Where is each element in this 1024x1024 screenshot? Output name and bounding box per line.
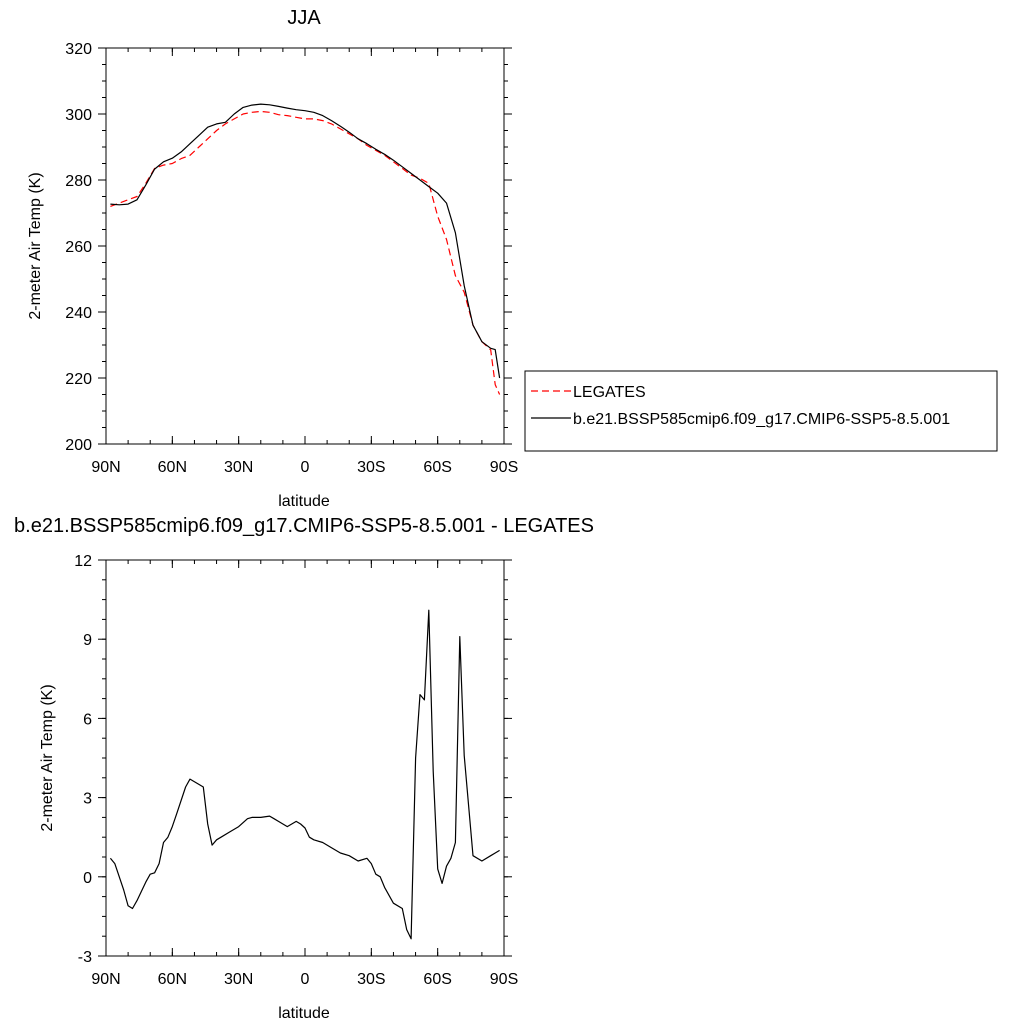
plot-frame xyxy=(105,559,505,957)
y-tick-label: 12 xyxy=(74,553,92,570)
x-tick-label: 0 xyxy=(301,971,310,988)
x-tick-label: 30N xyxy=(224,971,253,988)
x-tick-label: 30N xyxy=(224,459,253,476)
panel-top: JJA 90N 60N 30N 0 30S 60S 90S 200 220 240 260 280 30… xyxy=(27,7,518,510)
x-tick-label: 60N xyxy=(158,971,187,988)
y-tick-label: 320 xyxy=(65,41,92,58)
series-line-b-e21-bssp585cmip6-f09-g17-cmip6-ssp5-8-5-001 xyxy=(110,103,501,379)
y-tick-label: 9 xyxy=(83,632,92,649)
x-axis-label: latitude xyxy=(278,1005,330,1022)
x-tick-label: 90S xyxy=(490,971,518,988)
x-tick-label: 60S xyxy=(423,459,451,476)
x-tick-label: 60N xyxy=(158,459,187,476)
y-tick-label: 240 xyxy=(65,305,92,322)
y-axis-label: 2-meter Air Temp (K) xyxy=(27,172,44,319)
plot-frame xyxy=(105,47,505,445)
x-tick-label: 0 xyxy=(301,459,310,476)
y-tick-label: 3 xyxy=(83,791,92,808)
series-line-difference xyxy=(109,609,500,940)
y-tick-label: 300 xyxy=(65,107,92,124)
legend-label-legates: LEGATES xyxy=(573,384,646,401)
y-tick-label: 0 xyxy=(83,870,92,887)
panel-bottom: b.e21.BSSP585cmip6.f09_g17.CMIP6-SSP5-8.… xyxy=(14,515,594,1022)
x-tick-label: 30S xyxy=(357,459,385,476)
y-tick-label: 260 xyxy=(65,239,92,256)
x-tick-label: 90N xyxy=(91,971,120,988)
y-tick-label: 220 xyxy=(65,371,92,388)
legend: LEGATES b.e21.BSSP585cmip6.f09_g17.CMIP6… xyxy=(524,370,998,452)
x-axis-label: latitude xyxy=(278,493,330,510)
y-tick-label: 6 xyxy=(83,711,92,728)
y-axis-label: 2-meter Air Temp (K) xyxy=(39,684,56,831)
y-tick-label: -3 xyxy=(78,949,92,966)
y-tick-label: 280 xyxy=(65,173,92,190)
axis-ticks: 90N 60N 30N 0 30S 60S 90S 200 220 240 260 280 300 320 xyxy=(65,41,518,476)
x-tick-label: 90S xyxy=(490,459,518,476)
legend-label-model: b.e21.BSSP585cmip6.f09_g17.CMIP6-SSP5-8.… xyxy=(573,411,950,428)
x-tick-label: 90N xyxy=(91,459,120,476)
series-line-legates xyxy=(110,110,501,395)
x-tick-label: 60S xyxy=(423,971,451,988)
series-group xyxy=(110,103,501,395)
chart-title: JJA xyxy=(287,7,321,29)
axis-ticks: 90N 60N 30N 0 30S 60S 90S -3 0 3 6 9 12 xyxy=(74,553,518,988)
series-group xyxy=(109,609,500,940)
chart-title: b.e21.BSSP585cmip6.f09_g17.CMIP6-SSP5-8.… xyxy=(14,515,594,537)
legend-box xyxy=(524,370,998,452)
x-tick-label: 30S xyxy=(357,971,385,988)
y-tick-label: 200 xyxy=(65,437,92,454)
